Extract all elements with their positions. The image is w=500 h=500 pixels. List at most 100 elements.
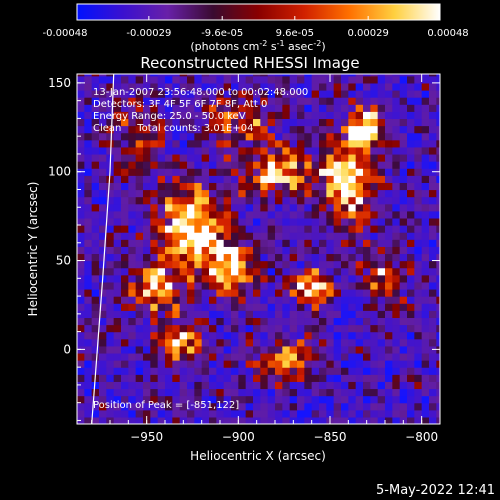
heatmap-cell [150,402,159,411]
heatmap-cell [289,111,298,120]
heatmap-cell [363,338,371,347]
heatmap-cell [172,239,181,247]
heatmap-cell [282,395,291,404]
heatmap-cell [407,232,415,240]
heatmap-cell [135,296,144,304]
heatmap-cell [99,74,107,77]
heatmap-cell [289,82,298,91]
heatmap-cell [172,146,181,155]
heatmap-cell [201,253,210,262]
colorbar-tick-label: 9.6e-05 [276,28,314,39]
heatmap-cell [165,338,173,347]
heatmap-cell [429,104,437,112]
heatmap-cell [77,374,85,382]
heatmap-cell [355,182,364,191]
heatmap-cell [297,104,305,112]
heatmap-cell [348,146,357,155]
heatmap-cell [209,367,217,375]
heatmap-cell [355,139,364,148]
heatmap-cell [84,118,93,127]
heatmap-cell [326,395,335,404]
heatmap-cell [355,168,364,176]
heatmap-cell [289,253,298,262]
heatmap-cell [84,210,93,219]
heatmap-cell [392,82,401,91]
heatmap-cell [99,288,107,297]
heatmap-cell [326,104,335,112]
heatmap-cell [377,281,386,290]
heatmap-cell [179,253,188,262]
heatmap-cell [341,210,349,219]
heatmap-cell [157,217,166,226]
heatmap-cell [253,161,261,169]
heatmap-cell [333,338,342,347]
heatmap-cell [128,331,137,340]
heatmap-cell [245,225,254,233]
heatmap-cell [385,168,393,176]
heatmap-cell [399,75,408,84]
heatmap-cell [179,89,188,98]
heatmap-cell [179,104,188,112]
heatmap-cell [297,331,305,340]
heatmap-cell [231,374,239,382]
heatmap-cell [377,104,386,112]
heatmap-cell [436,310,440,319]
heatmap-cell [128,125,137,134]
heatmap-cell [333,146,342,155]
heatmap-cell [348,395,357,404]
heatmap-cell [187,388,195,397]
heatmap-cell [385,125,393,134]
heatmap-cell [399,104,408,112]
heatmap-cell [91,217,100,226]
heatmap-cell [326,232,335,240]
heatmap-cell [106,189,115,198]
heatmap-cell [143,168,151,176]
heatmap-cell [407,338,415,347]
heatmap-cell [165,267,173,276]
heatmap-cell [143,260,151,269]
heatmap-cell [91,74,100,77]
heatmap-cell [187,104,195,112]
heatmap-cell [282,75,291,84]
heatmap-cell [238,288,247,297]
heatmap-cell [106,232,115,240]
heatmap-cell [77,338,85,347]
heatmap-cell [143,402,151,411]
heatmap-cell [238,153,247,162]
heatmap-cell [216,352,225,361]
heatmap-cell [150,161,159,169]
heatmap-cell [150,381,159,390]
heatmap-cell [289,153,298,162]
heatmap-cell [348,161,357,169]
heatmap-cell [421,74,430,77]
heatmap-cell [282,402,291,411]
heatmap-cell [216,168,225,176]
heatmap-cell [231,210,239,219]
heatmap-cell [165,196,173,205]
heatmap-cell [113,196,122,205]
heatmap-cell [370,146,379,155]
heatmap-cell [377,74,386,77]
heatmap-cell [311,360,320,368]
heatmap-cell [187,310,195,319]
heatmap-cell [106,409,115,418]
heatmap-cell [172,175,181,183]
heatmap-cell [135,210,144,219]
heatmap-cell [429,139,437,148]
heatmap-cell [150,97,159,105]
heatmap-cell [84,139,93,148]
heatmap-cell [370,175,379,183]
heatmap-cell [179,189,188,198]
heatmap-cell [84,203,93,212]
heatmap-cell [436,153,440,162]
heatmap-cell [341,196,349,205]
heatmap-cell [399,225,408,233]
heatmap-cell [385,239,393,247]
heatmap-cell [143,374,151,382]
heatmap-cell [99,97,107,105]
heatmap-cell [231,402,239,411]
heatmap-cell [282,97,291,105]
heatmap-cell [165,82,173,91]
heatmap-cell [385,416,393,424]
heatmap-cell [194,161,203,169]
